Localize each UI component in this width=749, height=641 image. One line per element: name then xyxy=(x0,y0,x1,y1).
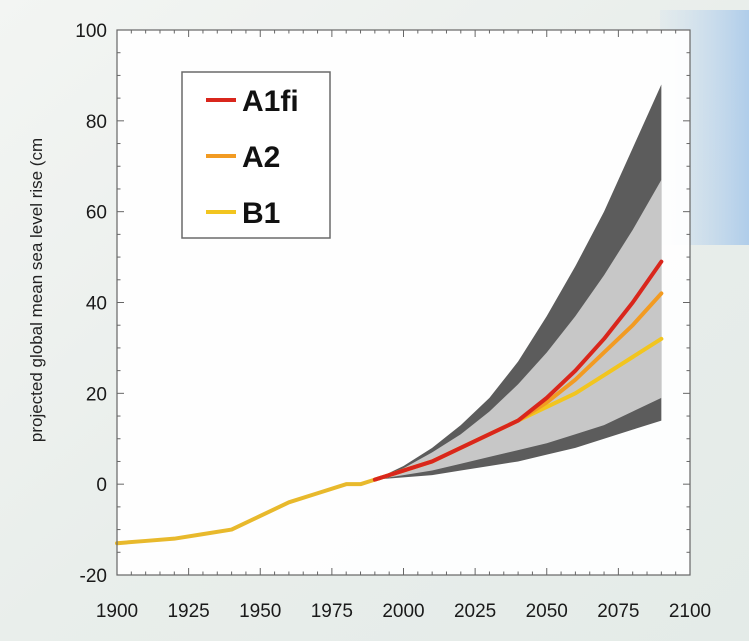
legend: A1fi A2 B1 xyxy=(181,71,331,239)
series-line-a1fi xyxy=(372,259,664,482)
x-tick-label: 2075 xyxy=(597,601,639,622)
uncertainty-bands xyxy=(374,84,662,480)
axis-ticks xyxy=(116,29,691,576)
y-tick-labels: -20 0 20 40 60 80 100 xyxy=(75,21,107,587)
x-tick-label: 1925 xyxy=(167,601,209,622)
x-tick-label: 2000 xyxy=(382,601,424,622)
y-tick-label: 80 xyxy=(86,112,107,133)
legend-label-a2: A2 xyxy=(242,141,280,174)
y-tick-label: 40 xyxy=(86,294,107,315)
x-tick-label: 2025 xyxy=(454,601,496,622)
y-tick-label: 60 xyxy=(86,203,107,224)
y-axis-label: projected global mean sea level rise (cm xyxy=(27,138,46,442)
y-tick-label: 0 xyxy=(96,475,107,496)
y-tick-label: -20 xyxy=(80,566,107,587)
series-lines xyxy=(115,259,664,546)
x-tick-labels: 1900 1925 1950 1975 2000 2025 2050 2075 2100 xyxy=(96,601,711,622)
x-tick-label: 1975 xyxy=(311,601,353,622)
uncertainty-band-2 xyxy=(374,179,662,480)
x-tick-label: 2050 xyxy=(526,601,568,622)
legend-label-b1: B1 xyxy=(242,197,280,230)
historical-line xyxy=(115,477,377,546)
x-tick-label: 1950 xyxy=(239,601,281,622)
y-tick-label: 20 xyxy=(86,384,107,405)
x-tick-label: 2100 xyxy=(669,601,711,622)
x-tick-label: 1900 xyxy=(96,601,138,622)
legend-label-a1fi: A1fi xyxy=(242,85,299,118)
y-tick-label: 100 xyxy=(75,21,107,42)
